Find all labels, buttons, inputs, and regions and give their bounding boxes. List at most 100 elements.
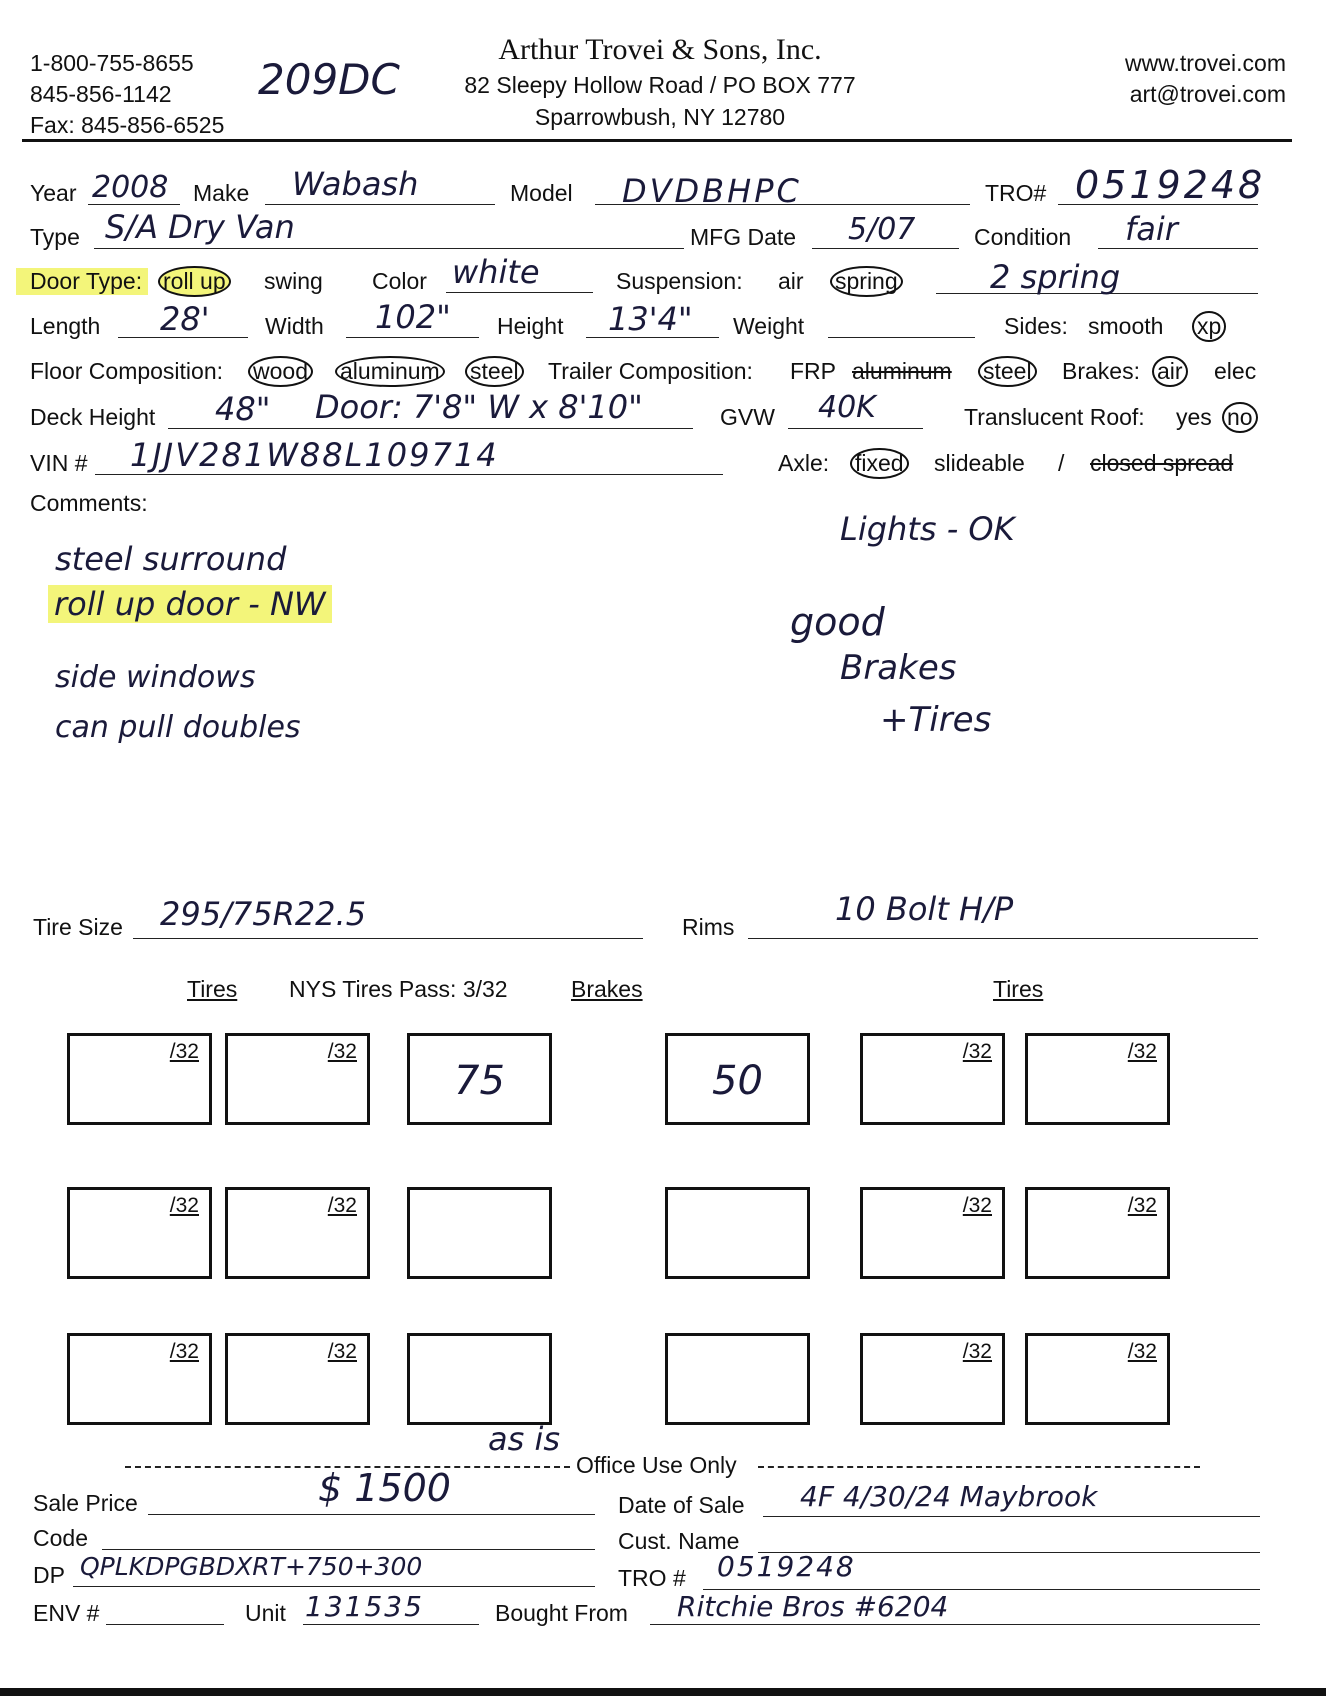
tread-unit-label: /32 [1127,1194,1157,1217]
door-dimensions-note[interactable]: Door: 7'8" W x 8'10" [315,388,643,426]
axle-closed-spread-option[interactable]: closed spread [1090,450,1234,476]
phone: 1-800-755-8655 [30,50,194,76]
length-label: Length [30,313,101,339]
sides-xp-option[interactable]: xp [1192,311,1227,342]
date-of-sale-value[interactable]: 4F 4/30/24 Maybrook [800,1480,1098,1513]
office-use-title: Office Use Only [576,1452,737,1478]
trailer-frp-option[interactable]: FRP [790,358,836,384]
header-rule [22,139,1292,142]
make-label: Make [193,180,250,206]
brakes-elec-option[interactable]: elec [1214,358,1257,384]
brake-box[interactable] [407,1187,552,1279]
bought-from-value[interactable]: Ritchie Bros #6204 [677,1590,949,1623]
suspension-spring-option[interactable]: spring [830,266,903,297]
contact-phones: 1-800-755-8655 845-856-1142 Fax: 845-856… [30,48,224,141]
width-value[interactable]: 102" [375,298,451,336]
brake-box[interactable] [665,1187,810,1279]
year-label: Year [30,180,77,206]
axle-fixed-option[interactable]: fixed [850,448,909,479]
axle-label: Axle: [778,450,830,476]
tire-size-value[interactable]: 295/75R22.5 [160,895,367,933]
height-label: Height [497,313,564,339]
website-link[interactable]: www.trovei.com [1124,50,1286,76]
condition-value[interactable]: fair [1125,210,1178,248]
email-link[interactable]: art@trovei.com [1129,81,1286,107]
floor-aluminum-option[interactable]: aluminum [335,356,445,387]
translucent-roof-label: Translucent Roof: [964,404,1145,430]
mfg-date-value[interactable]: 5/07 [848,212,916,247]
tire-tread-box[interactable]: /32 [1025,1033,1170,1125]
tire-tread-box[interactable]: /32 [225,1333,370,1425]
tire-tread-box[interactable]: /32 [67,1033,212,1125]
trailer-aluminum-option[interactable]: aluminum [852,358,952,384]
trailer-steel-option[interactable]: steel [978,356,1037,387]
sale-price-value[interactable]: $ 1500 [318,1466,451,1510]
rims-label: Rims [682,914,735,940]
floor-composition-label: Floor Composition: [30,358,224,384]
tire-tread-box[interactable]: /32 [1025,1333,1170,1425]
tread-unit-label: /32 [962,1194,992,1217]
type-label: Type [30,224,80,250]
brake-box[interactable] [665,1333,810,1425]
tire-tread-box[interactable]: /32 [1025,1187,1170,1279]
model-value[interactable]: DVDBHPC [622,172,802,210]
tire-tread-box[interactable]: /32 [860,1187,1005,1279]
comment-line: side windows [55,660,256,695]
tread-unit-label: /32 [962,1340,992,1363]
bought-from-label: Bought From [495,1600,628,1626]
model-label: Model [510,180,573,206]
tire-tread-box[interactable]: /32 [225,1033,370,1125]
divider [758,1466,1200,1468]
roof-yes-option[interactable]: yes [1176,404,1212,430]
address-line-1: 82 Sleepy Hollow Road / PO BOX 777 [464,72,856,98]
unit-label: Unit [245,1600,286,1626]
tire-tread-box[interactable]: /32 [860,1033,1005,1125]
tro-value[interactable]: 0519248 [1075,163,1266,207]
door-type-swing-option[interactable]: swing [264,268,323,294]
comment-line: roll up door - NW [48,585,332,623]
box-value: 75 [454,1058,505,1104]
length-value[interactable]: 28' [160,300,210,338]
company-name: Arthur Trovei & Sons, Inc. [498,33,822,66]
tire-tread-box[interactable]: /32 [225,1187,370,1279]
rims-value[interactable]: 10 Bolt H/P [835,890,1014,928]
sides-smooth-option[interactable]: smooth [1088,313,1164,339]
tire-tread-box[interactable]: /32 [67,1333,212,1425]
phone: 845-856-1142 [30,81,172,107]
brakes-air-option[interactable]: air [1152,356,1188,387]
color-value[interactable]: white [452,253,540,291]
tire-tread-box[interactable]: /32 [67,1187,212,1279]
sides-label: Sides: [1004,313,1068,339]
door-type-roll-up-option[interactable]: roll up [158,266,231,297]
brake-box[interactable]: 75 [407,1033,552,1125]
tread-unit-label: /32 [169,1040,199,1063]
axle-slideable-option[interactable]: slideable [934,450,1025,476]
tread-unit-label: /32 [1127,1040,1157,1063]
office-tro-value[interactable]: 0519248 [717,1550,856,1583]
height-value[interactable]: 13'4" [608,300,693,338]
roof-no-option[interactable]: no [1222,402,1258,433]
type-value[interactable]: S/A Dry Van [105,208,295,246]
brake-box[interactable] [407,1333,552,1425]
width-label: Width [265,313,324,339]
scan-edge [0,1688,1326,1696]
dp-value[interactable]: QPLKDPGBDXRT+750+300 [80,1552,423,1581]
gvw-value[interactable]: 40K [818,390,876,425]
deck-height-value[interactable]: 48" [215,390,271,428]
suspension-air-option[interactable]: air [778,268,804,294]
suspension-note[interactable]: 2 spring [990,258,1121,296]
year-value[interactable]: 2008 [92,170,169,205]
brake-box[interactable]: 50 [665,1033,810,1125]
unit-value[interactable]: 131535 [305,1590,424,1623]
make-value[interactable]: Wabash [292,165,419,203]
floor-wood-option[interactable]: wood [248,356,313,387]
weight-label: Weight [733,313,805,339]
floor-steel-option[interactable]: steel [465,356,524,387]
comment-line: steel surround [55,540,287,578]
brakes-label: Brakes: [1062,358,1140,384]
tire-tread-box[interactable]: /32 [860,1333,1005,1425]
vin-value[interactable]: 1JJV281W88L109714 [130,436,499,474]
date-of-sale-label: Date of Sale [618,1492,745,1518]
tro-label: TRO# [985,180,1047,206]
suspension-label: Suspension: [616,268,743,294]
